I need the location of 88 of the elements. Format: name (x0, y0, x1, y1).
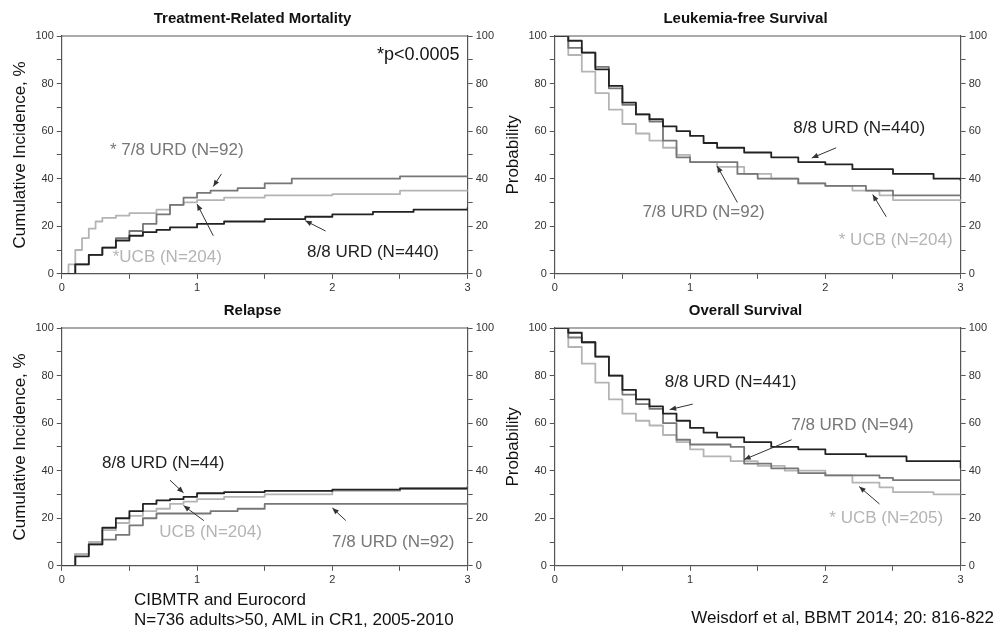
y-tick-label: 0 (47, 266, 54, 279)
y2-tick-label: 100 (475, 29, 495, 42)
chart-title: Overall Survival (688, 301, 803, 319)
y-tick-label: 100 (528, 29, 547, 42)
y2-tick-label: 80 (475, 368, 488, 381)
y-tick-label: 0 (540, 558, 547, 571)
x-tick-label: 0 (551, 281, 558, 294)
y-tick-label: 0 (540, 266, 547, 279)
y-tick-label: 60 (41, 124, 54, 137)
chart-title: Leukemia-free Survival (663, 9, 828, 27)
y-tick-label: 80 (41, 368, 54, 381)
text: Weisdorf et al, BBMT 2014; 20: 816-822 (690, 608, 994, 628)
y-tick-label: 100 (35, 29, 54, 42)
series-label: 8/8 URD (N=440) (307, 242, 439, 262)
y2-tick-label: 0 (475, 266, 482, 279)
y2-tick-label: 40 (475, 463, 488, 476)
annotation: *p<0.0005 (377, 43, 460, 64)
x-tick-label: 2 (822, 573, 829, 586)
x-tick-label: 2 (329, 573, 336, 586)
y2-tick-label: 60 (475, 416, 488, 429)
y2-tick-label: 0 (968, 266, 975, 279)
x-tick-label: 3 (464, 281, 471, 294)
x-tick-label: 2 (822, 281, 829, 294)
text: 7/8 URD (N=94) (791, 415, 914, 435)
y-tick-label: 100 (528, 321, 547, 334)
y2-tick-label: 40 (475, 171, 488, 184)
y2-tick-label: 80 (968, 368, 981, 381)
y2-tick-label: 20 (475, 219, 488, 232)
x-tick-label: 0 (58, 281, 65, 294)
y2-tick-label: 20 (968, 219, 981, 232)
y-axis-title: Probability (502, 406, 522, 487)
y2-tick-label: 20 (968, 511, 981, 524)
series-label: 8/8 URD (N=441) (664, 372, 797, 392)
y2-tick-label: 60 (968, 416, 981, 429)
y-tick-label: 40 (41, 463, 54, 476)
y-tick-label: 60 (534, 416, 547, 429)
y-tick-label: 20 (41, 511, 54, 524)
y-tick-label: 40 (534, 171, 547, 184)
y2-tick-label: 100 (475, 321, 495, 334)
x-tick-label: 1 (193, 573, 201, 586)
y-tick-label: 0 (47, 558, 54, 571)
y2-tick-label: 100 (968, 321, 988, 334)
text: CIBMTR and Eurocord (134, 590, 307, 610)
series-label: 7/8 URD (N=92) (642, 201, 765, 221)
text: N=736 adults>50, AML in CR1, 2005-2010 (134, 610, 455, 630)
series-label: * 7/8 URD (N=92) (109, 139, 244, 159)
series-label: 7/8 URD (N=92) (332, 531, 455, 551)
x-tick-label: 3 (464, 573, 471, 586)
y-tick-label: 20 (534, 511, 547, 524)
series-label: * UCB (N=205) (829, 507, 944, 527)
x-tick-label: 3 (957, 573, 964, 586)
x-tick-label: 1 (686, 281, 694, 294)
series-label: *UCB (N=204) (112, 246, 222, 266)
y-tick-label: 20 (534, 219, 547, 232)
y-axis-title: Probability (502, 114, 522, 195)
y2-tick-label: 0 (475, 558, 482, 571)
x-tick-label: 1 (686, 573, 694, 586)
y-tick-label: 80 (534, 368, 547, 381)
y-tick-label: 40 (534, 463, 547, 476)
x-tick-label: 2 (329, 281, 336, 294)
x-tick-label: 0 (58, 573, 65, 586)
y-tick-label: 60 (534, 124, 547, 137)
x-tick-label: 3 (957, 281, 964, 294)
series-label: UCB (N=204) (159, 522, 262, 542)
chart-title: Relapse (223, 301, 282, 319)
x-tick-label: 1 (193, 281, 201, 294)
y-tick-label: 40 (41, 171, 54, 184)
series-label: * UCB (N=204) (838, 230, 953, 250)
y2-tick-label: 100 (968, 29, 988, 42)
y-axis-title: Cumulative Incidence, % (9, 61, 29, 249)
y-axis-title: Cumulative Incidence, % (9, 353, 29, 541)
y-tick-label: 80 (41, 76, 54, 89)
y-tick-label: 100 (35, 321, 54, 334)
chart-title: Treatment-Related Mortality (153, 9, 352, 27)
y2-tick-label: 60 (475, 124, 488, 137)
series-label: 8/8 URD (N=44) (102, 453, 225, 473)
y-tick-label: 20 (41, 219, 54, 232)
series-label: 8/8 URD (N=440) (793, 118, 926, 138)
x-tick-label: 0 (551, 573, 558, 586)
y2-tick-label: 20 (475, 511, 488, 524)
y2-tick-label: 40 (968, 171, 981, 184)
y2-tick-label: 0 (968, 558, 975, 571)
y-tick-label: 80 (534, 76, 547, 89)
y-tick-label: 60 (41, 416, 54, 429)
y2-tick-label: 80 (475, 76, 488, 89)
y2-tick-label: 80 (968, 76, 981, 89)
y2-tick-label: 60 (968, 124, 981, 137)
y2-tick-label: 40 (968, 463, 981, 476)
